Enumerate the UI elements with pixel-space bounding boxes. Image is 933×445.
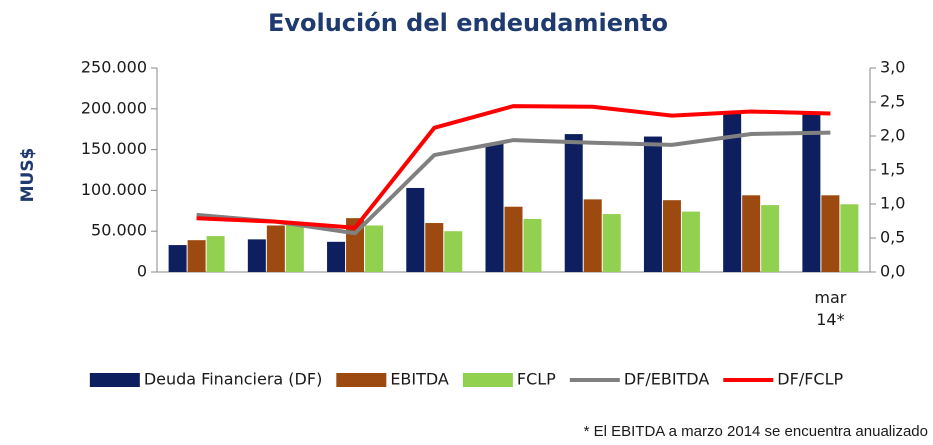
chart-title: Evolución del endeudamiento	[268, 9, 668, 37]
y-tick-label: 100.000	[81, 180, 147, 199]
bar	[285, 224, 304, 272]
x-tick-label: mar 14*	[814, 288, 846, 329]
legend-swatch	[89, 373, 140, 387]
y-tick-label: 0	[137, 262, 147, 281]
y2-tick-label: 1,0	[880, 194, 905, 213]
bar	[643, 136, 662, 272]
legend-swatch	[462, 373, 513, 387]
y-tick-label: 150.000	[81, 139, 147, 158]
bar	[681, 211, 700, 272]
y2-tick-label: 0,5	[880, 228, 905, 247]
bar	[365, 225, 384, 272]
bar	[723, 112, 742, 272]
legend-label: Deuda Financiera (DF)	[144, 370, 322, 389]
bar	[821, 195, 840, 272]
y-tick-label: 250.000	[81, 58, 147, 77]
footnote: * El EBITDA a marzo 2014 se encuentra an…	[584, 423, 928, 440]
y-tick-label: 50.000	[91, 221, 147, 240]
legend-label: EBITDA	[390, 370, 449, 389]
x-tick-label-line: 14*	[816, 310, 844, 329]
legend-label: DF/FCLP	[777, 370, 843, 389]
bar	[247, 239, 266, 272]
bar	[840, 204, 859, 272]
bar	[583, 199, 602, 272]
bar	[504, 206, 523, 272]
y2-tick-label: 2,5	[880, 92, 905, 111]
bar	[425, 223, 444, 272]
y-axis-label: MUS$	[18, 148, 38, 203]
line	[196, 104, 831, 230]
legend-label: DF/EBITDA	[624, 370, 710, 389]
bar	[742, 195, 761, 272]
x-tick-label-line: mar	[814, 288, 846, 307]
bar	[406, 187, 425, 272]
bar	[485, 143, 504, 272]
y2-tick-label: 2,0	[880, 126, 905, 145]
bar	[564, 134, 583, 272]
bar	[523, 218, 542, 272]
bar	[187, 240, 206, 272]
bar	[602, 214, 621, 272]
bar	[168, 245, 187, 272]
bar	[327, 241, 346, 272]
bar	[802, 112, 821, 272]
y2-tick-label: 3,0	[880, 58, 905, 77]
legend-label: FCLP	[517, 370, 556, 389]
y2-tick-label: 1,5	[880, 160, 905, 179]
bar	[266, 225, 285, 272]
bar	[206, 236, 225, 272]
legend-swatch	[336, 373, 387, 387]
bar	[761, 205, 780, 272]
bar	[662, 200, 681, 272]
bar	[444, 231, 463, 272]
y2-tick-label: 0,0	[880, 262, 905, 281]
y-tick-label: 200.000	[81, 98, 147, 117]
